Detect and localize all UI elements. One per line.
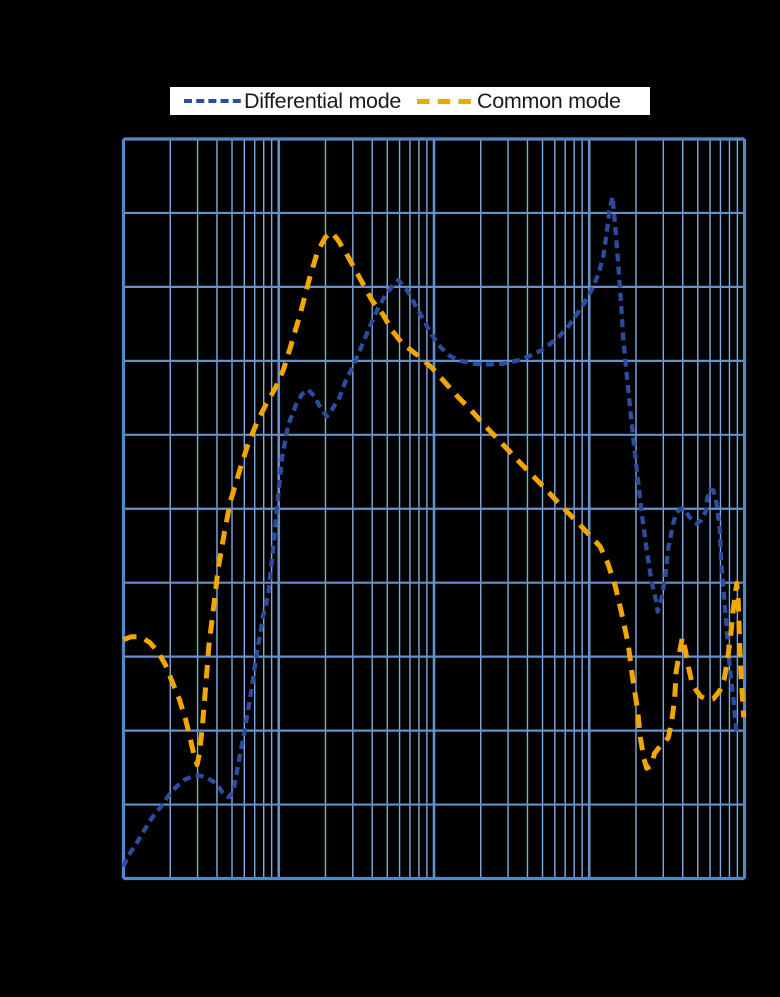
differential-mode-dash-icon xyxy=(184,99,241,103)
legend-label-differential-mode: Differential mode xyxy=(244,89,402,113)
chart-legend: Differential mode Common mode xyxy=(170,87,650,115)
common-mode-dash-icon xyxy=(417,98,472,104)
differential-mode-curve xyxy=(121,194,739,868)
legend-label-common-mode: Common mode xyxy=(477,89,621,113)
common-mode-curve xyxy=(122,229,747,771)
